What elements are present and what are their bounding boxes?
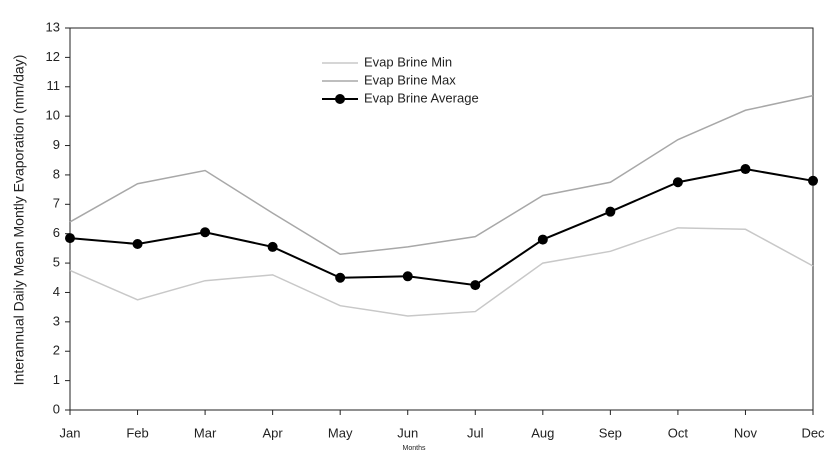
legend-label: Evap Brine Min bbox=[364, 54, 452, 69]
y-tick-label: 3 bbox=[53, 313, 60, 328]
x-tick-label: Mar bbox=[194, 425, 217, 440]
data-point bbox=[65, 233, 75, 244]
y-tick-label: 2 bbox=[53, 343, 60, 358]
x-tick-label: Nov bbox=[734, 425, 758, 440]
y-tick-label: 10 bbox=[46, 108, 60, 123]
data-point bbox=[470, 280, 481, 291]
x-tick-label: Dec bbox=[801, 425, 825, 440]
x-tick-label: Aug bbox=[531, 425, 554, 440]
x-tick-label: Jul bbox=[467, 425, 484, 440]
y-axis-label: Interannual Daily Mean Montly Evaporatio… bbox=[11, 55, 27, 386]
legend-marker bbox=[335, 94, 345, 104]
data-point bbox=[740, 164, 751, 175]
data-point bbox=[267, 241, 278, 252]
y-tick-label: 4 bbox=[53, 284, 60, 299]
y-tick-label: 13 bbox=[46, 19, 60, 34]
series-line bbox=[69, 94, 814, 256]
y-tick-label: 8 bbox=[53, 166, 60, 181]
x-tick-label: May bbox=[328, 425, 353, 440]
series-line bbox=[69, 227, 814, 317]
y-tick-label: 12 bbox=[46, 49, 60, 64]
series-line bbox=[69, 168, 814, 287]
y-tick-label: 6 bbox=[53, 225, 60, 240]
x-axis-label: Months bbox=[403, 445, 426, 452]
x-tick-label: Feb bbox=[126, 425, 148, 440]
x-tick-label: Apr bbox=[263, 425, 284, 440]
data-point bbox=[200, 227, 211, 238]
data-point bbox=[402, 271, 413, 282]
data-point bbox=[672, 177, 683, 188]
data-point bbox=[605, 206, 616, 217]
y-tick-label: 11 bbox=[47, 78, 61, 93]
x-tick-label: Oct bbox=[668, 425, 689, 440]
x-tick-label: Sep bbox=[599, 425, 622, 440]
data-point bbox=[808, 175, 818, 186]
data-point bbox=[132, 238, 143, 249]
y-tick-label: 9 bbox=[53, 137, 60, 152]
legend-label: Evap Brine Max bbox=[364, 72, 456, 87]
x-tick-label: Jun bbox=[397, 425, 418, 440]
y-tick-label: 0 bbox=[53, 401, 60, 416]
x-tick-label: Jan bbox=[60, 425, 81, 440]
data-point bbox=[537, 234, 548, 245]
y-tick-label: 5 bbox=[53, 255, 60, 270]
legend-label: Evap Brine Average bbox=[364, 90, 479, 105]
y-tick-label: 7 bbox=[53, 196, 60, 211]
data-point bbox=[335, 272, 346, 283]
y-tick-label: 1 bbox=[53, 372, 60, 387]
